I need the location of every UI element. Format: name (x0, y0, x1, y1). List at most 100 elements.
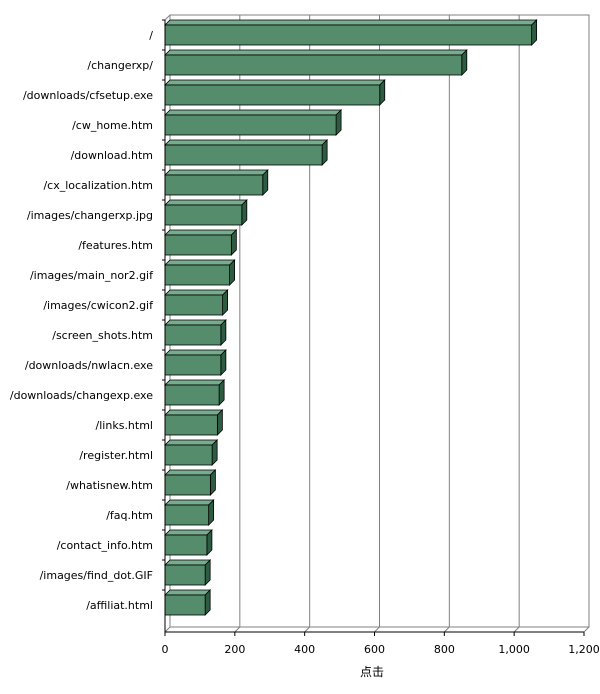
bar-front-face (164, 84, 381, 106)
x-tick-labels: 0 200 400 600 800 1,000 1,200 (162, 643, 600, 656)
x-tick-label: 0 (162, 643, 169, 656)
x-tick-label: 800 (434, 643, 455, 656)
bar (164, 19, 538, 46)
bar-side-face (262, 169, 269, 196)
category-label: /cw_home.htm (72, 119, 153, 132)
bar-side-face (208, 499, 215, 526)
bar (164, 439, 219, 466)
bar-front-face (164, 324, 222, 346)
grid-floor-line (304, 626, 311, 633)
bar-side-face (335, 109, 342, 136)
grid-floor-line (513, 626, 520, 633)
category-label: /images/cwicon2.gif (43, 299, 154, 312)
bar-side-face (531, 19, 538, 46)
bar-front-face (164, 504, 210, 526)
category-label: /downloads/changexp.exe (10, 389, 153, 402)
category-label: /images/find_dot.GIF (40, 569, 153, 582)
category-label: /faq.htm (106, 509, 153, 522)
x-tick-label: 1,000 (498, 643, 530, 656)
category-label: /downloads/cfsetup.exe (23, 89, 153, 102)
bar (164, 349, 227, 376)
bar-top-face (164, 79, 386, 86)
bar (164, 79, 386, 106)
bar (164, 109, 343, 136)
bar (164, 199, 248, 226)
bar-front-face (164, 204, 243, 226)
bar-front-face (164, 354, 222, 376)
bar-front-face (164, 234, 232, 256)
bar-side-face (321, 139, 328, 166)
bar-front-face (164, 264, 230, 286)
grid-lines (164, 14, 590, 633)
bar-top-face (164, 499, 215, 506)
category-label: /whatisnew.htm (66, 479, 153, 492)
bar-front-face (164, 174, 264, 196)
category-label: /screen_shots.htm (52, 329, 153, 342)
bar-side-face (241, 199, 248, 226)
bar-side-face (204, 589, 211, 616)
bar-front-face (164, 54, 463, 76)
bar-side-face (209, 469, 216, 496)
grid-floor-line (234, 626, 241, 633)
bar-top-face (164, 259, 236, 266)
grid-floor-line (374, 626, 380, 633)
bar-front-face (164, 144, 323, 166)
bar-top-face (164, 139, 329, 146)
category-labels: / /changerxp/ /downloads/cfsetup.exe/cw_ho… (10, 29, 154, 612)
bar-side-face (230, 229, 237, 256)
bar (164, 139, 329, 166)
bar-top-face (164, 199, 248, 206)
bar (164, 229, 238, 256)
bar-side-face (204, 559, 211, 586)
bar-front-face (164, 414, 218, 436)
bar (164, 289, 229, 316)
bar-side-face (461, 49, 468, 76)
bar (164, 529, 213, 556)
axes (162, 19, 585, 636)
bar-top-face (164, 109, 343, 116)
bar-top-face (164, 229, 238, 236)
bar-side-face (216, 409, 223, 436)
bar-side-face (222, 289, 229, 316)
bar-top-face (164, 319, 227, 326)
bar (164, 319, 227, 346)
bar-top-face (164, 529, 213, 536)
bar-top-face (164, 589, 212, 596)
x-tick-label: 400 (294, 643, 315, 656)
category-label: /images/changerxp.jpg (27, 209, 153, 222)
bar-front-face (164, 384, 220, 406)
category-label: /downloads/nwlacn.exe (25, 359, 153, 372)
category-label: /cx_localization.htm (43, 179, 153, 192)
bar-side-face (218, 379, 225, 406)
grid-floor-line (583, 626, 590, 633)
category-label: /register.html (79, 449, 153, 462)
bar (164, 259, 236, 286)
left-wall-edge (164, 14, 171, 21)
bar-front-face (164, 24, 533, 46)
bar-side-face (220, 349, 227, 376)
category-label: /contact_info.htm (57, 539, 153, 552)
bar (164, 559, 212, 586)
x-axis-title: 点击 (360, 665, 384, 679)
bar-front-face (164, 594, 206, 616)
bar-top-face (164, 169, 269, 176)
bar-front-face (164, 294, 224, 316)
bar (164, 499, 215, 526)
bar (164, 49, 468, 76)
grid-floor-line (164, 626, 171, 633)
bar (164, 379, 226, 406)
bar-side-face (229, 259, 235, 286)
grid-floor-line (443, 626, 450, 633)
bar-top-face (164, 289, 229, 296)
x-tick-label: 600 (364, 643, 385, 656)
category-label: /features.htm (78, 239, 153, 252)
bar-top-face (164, 439, 219, 446)
bar-side-face (379, 79, 386, 106)
bar (164, 409, 224, 436)
bar (164, 469, 217, 496)
bars (164, 19, 538, 616)
bar-top-face (164, 49, 468, 56)
bar-front-face (164, 474, 211, 496)
bar-top-face (164, 379, 226, 386)
